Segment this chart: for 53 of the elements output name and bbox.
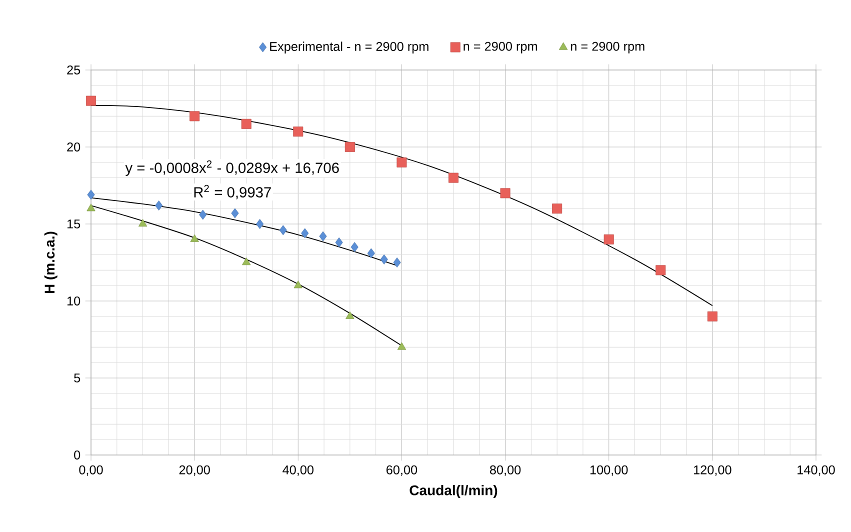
point	[138, 218, 148, 227]
x-tick-label: 60,00	[386, 465, 418, 476]
x-tick-label: 40,00	[282, 465, 314, 476]
x-tick-label: 20,00	[179, 465, 210, 476]
y-tick-label: 5	[74, 374, 80, 382]
point	[396, 157, 407, 168]
y-tick-label: 15	[67, 220, 80, 228]
point	[242, 257, 251, 266]
point	[448, 172, 458, 183]
y-tick-label: 0	[74, 450, 80, 460]
point	[346, 311, 354, 319]
point	[256, 218, 264, 229]
point	[87, 190, 95, 200]
x-tick-label: 100,00	[590, 465, 628, 476]
point	[380, 254, 388, 264]
x-tick-label: 80,00	[490, 465, 521, 476]
point	[294, 280, 302, 288]
point	[86, 96, 96, 106]
annotation: y = -0,0008x$^{2}$ - 0,0289x + 16,706	[125, 160, 339, 176]
legend-label: n = 2900 rpm	[570, 42, 644, 54]
y-tick-label: 10	[67, 296, 80, 306]
y-axis-title: H (m.c.a.)	[44, 232, 58, 294]
point	[707, 311, 718, 322]
point	[293, 126, 304, 137]
x-tick-label: 140,00	[798, 465, 835, 476]
point	[397, 342, 406, 350]
point	[190, 111, 200, 122]
point	[393, 257, 401, 268]
x-tick-label: 0,00	[79, 465, 103, 476]
point	[190, 234, 199, 242]
point	[279, 225, 287, 236]
point	[552, 204, 562, 214]
point	[335, 237, 343, 248]
point	[231, 208, 239, 218]
y-tick-label: 20	[67, 142, 80, 152]
annotation: R$^{2}$ = 0,9937	[194, 184, 271, 200]
x-tick-label: 120,00	[694, 465, 732, 476]
legend-label: Experimental - n = 2900 rpm	[270, 42, 428, 54]
point	[155, 200, 163, 211]
point	[344, 142, 355, 152]
y-tick-label: 25	[67, 66, 80, 74]
point	[367, 248, 375, 258]
x-axis-title: Caudal(l/min)	[410, 485, 498, 498]
point	[604, 234, 614, 244]
point	[199, 210, 207, 220]
point	[656, 265, 666, 276]
point	[319, 231, 327, 242]
point	[241, 118, 252, 129]
point	[86, 204, 96, 212]
point	[500, 188, 510, 198]
point	[350, 242, 358, 252]
point	[301, 228, 309, 238]
legend-label: n = 2900 rpm	[464, 42, 537, 54]
